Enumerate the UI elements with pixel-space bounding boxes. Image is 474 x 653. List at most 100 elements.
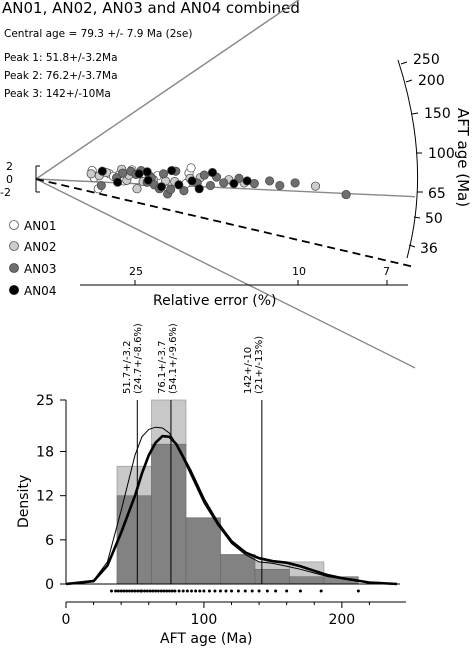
point-an03: [199, 170, 209, 180]
peak-3-text: Peak 3: 142+/-10Ma: [4, 88, 111, 100]
y-ticks: 0 6 12 18 25: [36, 393, 66, 593]
point-an04: [97, 166, 107, 176]
histogram-dark-bar: [289, 576, 325, 585]
x-ticks: 0 100 200: [62, 602, 370, 628]
rug-mark: [136, 589, 140, 593]
point-an04: [194, 184, 204, 194]
point-an03: [290, 178, 300, 188]
rug-mark: [122, 589, 126, 593]
point-an04: [167, 166, 177, 176]
point-an03: [265, 176, 275, 186]
y-axis-label: Density: [16, 475, 32, 528]
rug-mark: [198, 589, 202, 593]
rug-mark: [170, 589, 174, 593]
rug-mark: [143, 589, 147, 593]
peak-label-3-line2: (21+/-13%): [254, 336, 265, 394]
arc-tick-label: 100: [428, 146, 455, 162]
histogram-dark-bars: [116, 443, 359, 585]
point-an03: [275, 180, 285, 191]
point-an03: [341, 190, 351, 200]
point-an03: [118, 168, 128, 178]
histogram-x-axis: 0 100 200 AFT age (Ma): [62, 601, 406, 647]
legend-marker-an03: [9, 263, 19, 273]
rug-mark: [202, 589, 206, 593]
x-tick-label: 25: [129, 265, 143, 278]
central-age-text: Central age = 79.3 +/- 7.9 Ma (2se): [4, 28, 192, 40]
peak-label-3-line1: 142+/-10: [243, 347, 254, 394]
kde-thin-line: [65, 426, 398, 585]
point-an04: [174, 180, 184, 190]
rug-mark: [194, 589, 198, 593]
radial-plot: 2 0 -2 250 200 150 100 65 50 36 AFT age …: [0, 0, 472, 369]
rug-mark: [125, 589, 129, 593]
rug-mark: [140, 589, 144, 593]
rug-mark: [285, 589, 289, 593]
age-arc: [397, 59, 419, 259]
x-tick-label: 7: [383, 265, 390, 278]
peak-label-1: 51.7+/-3.2 (24.7+/-8.6%): [122, 323, 144, 394]
legend: AN01 AN02 AN03 AN04: [9, 219, 56, 298]
peak-1-text: Peak 1: 51.8+/-3.2Ma: [4, 52, 118, 64]
point-an04: [242, 176, 252, 186]
point-an04: [142, 167, 152, 177]
rug-mark: [218, 589, 222, 593]
y-tick-label: 12: [36, 489, 54, 505]
y-tick-label: 2: [6, 160, 13, 173]
peak-labels: 51.7+/-3.2 (24.7+/-8.6%) 76.1+/-3.7 (54.…: [122, 323, 265, 394]
y-tick-label: 25: [36, 393, 54, 409]
legend-item-an02: AN02: [9, 240, 56, 254]
legend-label: AN02: [24, 240, 56, 254]
point-an04: [229, 179, 239, 189]
rug-mark: [119, 589, 123, 593]
rug-mark: [181, 589, 185, 593]
radial-points: [86, 163, 351, 200]
radial-line: [35, 178, 416, 269]
legend-marker-an02: [9, 241, 19, 251]
histogram-dark-bar: [254, 569, 290, 585]
rug-mark: [127, 589, 131, 593]
rug-mark: [265, 589, 269, 593]
arc-tick-label: 50: [425, 211, 443, 227]
x-tick-label: 0: [62, 612, 71, 628]
point-an03: [96, 180, 106, 191]
rug-mark: [151, 589, 155, 593]
rug-mark: [145, 589, 149, 593]
point-an03: [179, 186, 189, 196]
rug-mark: [190, 589, 194, 593]
peak-label-1-line1: 51.7+/-3.2: [122, 340, 133, 394]
point-an04: [113, 177, 123, 187]
histogram-y-axis: 0 6 12 18 25 Density: [16, 393, 67, 593]
rug-mark: [162, 589, 166, 593]
rug-mark: [356, 589, 360, 593]
rug-mark: [114, 589, 118, 593]
legend-item-an03: AN03: [9, 262, 56, 276]
point-an02: [310, 181, 321, 191]
rug-mark: [116, 589, 120, 593]
peak-lines: [136, 400, 263, 584]
rug-mark: [110, 589, 114, 593]
peak-label-2-line2: (54.1+/-9.6%): [168, 323, 179, 394]
point-an02: [86, 169, 96, 179]
point-an01: [186, 163, 196, 173]
point-an04: [156, 182, 167, 192]
rug-mark: [243, 589, 247, 593]
arc-axis-label: AFT age (Ma): [454, 108, 472, 207]
point-an03: [205, 180, 215, 191]
rug-mark: [230, 589, 233, 593]
rug-mark: [133, 589, 137, 593]
arc-tick-label: 65: [428, 186, 446, 202]
x-tick-label: 100: [191, 612, 218, 628]
point-an03: [166, 184, 176, 194]
rug-mark: [185, 589, 189, 593]
histogram-dark-bar: [116, 495, 152, 585]
y-tick-label: 6: [45, 533, 54, 549]
point-an04: [134, 169, 144, 179]
rug-mark: [154, 589, 158, 593]
peak-2-text: Peak 2: 76.2+/-3.7Ma: [4, 70, 118, 82]
rug-mark: [224, 589, 228, 593]
x-axis-label: AFT age (Ma): [160, 631, 253, 647]
rug-mark: [298, 589, 302, 593]
radial-line: [35, 178, 416, 369]
histogram-dark-bar: [185, 517, 221, 585]
